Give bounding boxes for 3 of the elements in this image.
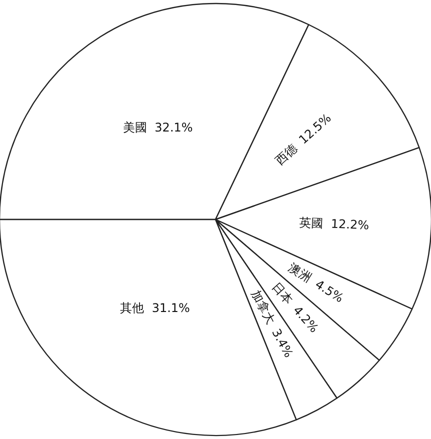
- slice-label: 其他 31.1%: [120, 301, 190, 316]
- slice-label: 英國 12.2%: [299, 215, 370, 232]
- slice-label: 美國 32.1%: [123, 120, 193, 134]
